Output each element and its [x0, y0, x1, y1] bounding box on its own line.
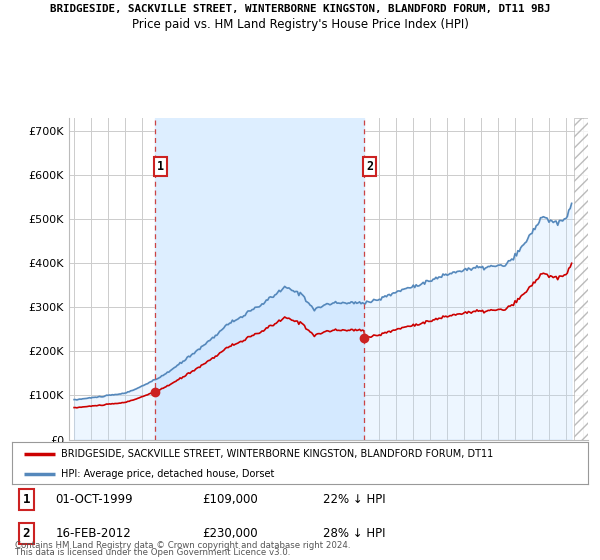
Text: This data is licensed under the Open Government Licence v3.0.: This data is licensed under the Open Gov…	[15, 548, 290, 557]
Text: 16-FEB-2012: 16-FEB-2012	[55, 527, 131, 540]
Text: Contains HM Land Registry data © Crown copyright and database right 2024.: Contains HM Land Registry data © Crown c…	[15, 541, 350, 550]
Text: £109,000: £109,000	[202, 493, 258, 506]
Text: 1: 1	[157, 160, 164, 172]
Text: Price paid vs. HM Land Registry's House Price Index (HPI): Price paid vs. HM Land Registry's House …	[131, 18, 469, 31]
Text: BRIDGESIDE, SACKVILLE STREET, WINTERBORNE KINGSTON, BLANDFORD FORUM, DT11: BRIDGESIDE, SACKVILLE STREET, WINTERBORN…	[61, 449, 493, 459]
Bar	[364, 118, 588, 440]
Text: 01-OCT-1999: 01-OCT-1999	[55, 493, 133, 506]
Text: 2: 2	[23, 527, 30, 540]
Text: 28% ↓ HPI: 28% ↓ HPI	[323, 527, 386, 540]
Text: 1: 1	[23, 493, 30, 506]
Text: £230,000: £230,000	[202, 527, 258, 540]
Bar	[155, 118, 364, 440]
Text: 22% ↓ HPI: 22% ↓ HPI	[323, 493, 386, 506]
Text: 2: 2	[366, 160, 373, 172]
Bar	[574, 118, 588, 440]
Text: HPI: Average price, detached house, Dorset: HPI: Average price, detached house, Dors…	[61, 469, 274, 479]
Text: BRIDGESIDE, SACKVILLE STREET, WINTERBORNE KINGSTON, BLANDFORD FORUM, DT11 9BJ: BRIDGESIDE, SACKVILLE STREET, WINTERBORN…	[50, 4, 550, 14]
